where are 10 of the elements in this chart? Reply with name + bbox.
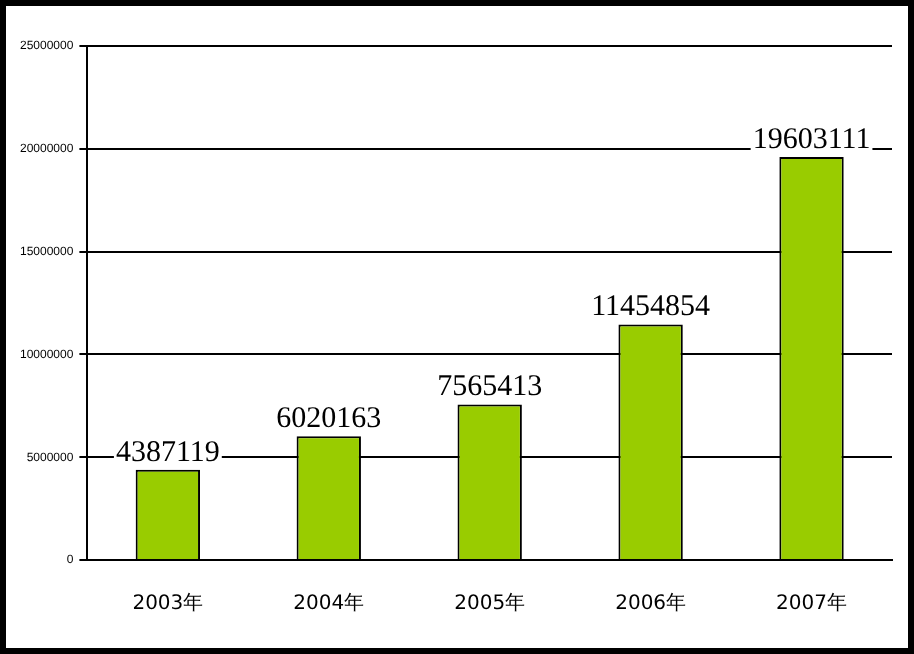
x-tick-label: 2004年: [293, 591, 365, 616]
x-tick-label: 2003年: [132, 591, 204, 616]
x-tick-label: 2005年: [454, 591, 526, 616]
data-label: 11454854: [591, 291, 712, 324]
data-label: 19603111: [752, 123, 871, 156]
data-label: 7565413: [437, 371, 543, 404]
data-label: 4387119: [115, 436, 220, 469]
x-tick-label: 2007年: [776, 591, 847, 616]
data-label: 6020163: [276, 403, 382, 436]
x-tick-label: 2006年: [615, 591, 687, 616]
